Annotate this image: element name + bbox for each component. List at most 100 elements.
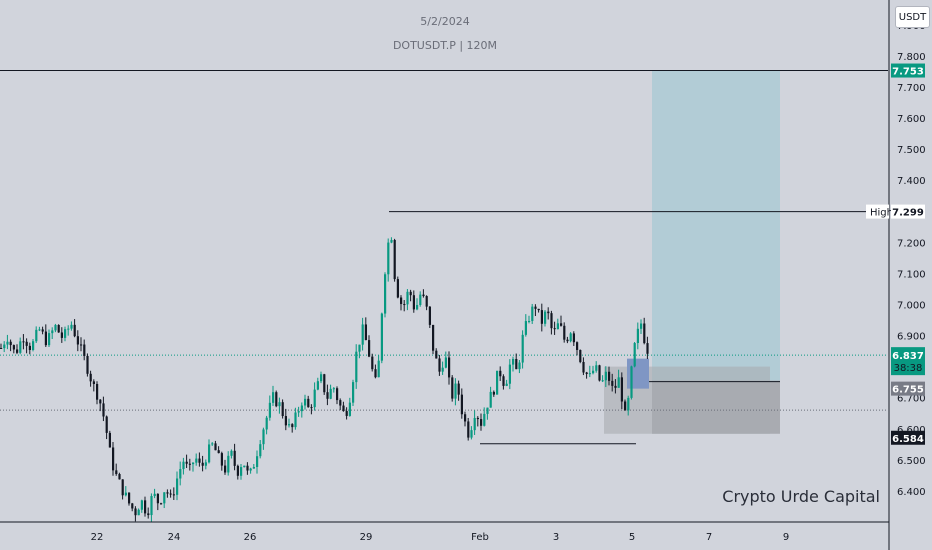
- candle[interactable]: [57, 324, 60, 333]
- candle[interactable]: [438, 355, 441, 376]
- candle[interactable]: [560, 315, 563, 327]
- candle[interactable]: [540, 303, 543, 332]
- candle[interactable]: [441, 361, 444, 375]
- candle[interactable]: [188, 458, 191, 471]
- candle[interactable]: [227, 451, 230, 476]
- candle[interactable]: [451, 375, 454, 402]
- candle[interactable]: [99, 399, 102, 412]
- candle[interactable]: [236, 464, 239, 480]
- candle[interactable]: [339, 398, 342, 411]
- candle[interactable]: [569, 332, 572, 343]
- candle[interactable]: [0, 343, 3, 350]
- candle[interactable]: [179, 461, 182, 486]
- candle[interactable]: [128, 492, 131, 506]
- candle[interactable]: [572, 331, 575, 346]
- candle[interactable]: [35, 326, 38, 344]
- candle[interactable]: [268, 395, 271, 421]
- candle[interactable]: [288, 418, 291, 428]
- candle[interactable]: [278, 397, 281, 414]
- candle[interactable]: [204, 459, 207, 470]
- candle[interactable]: [627, 395, 630, 416]
- candle[interactable]: [76, 330, 79, 352]
- candle[interactable]: [240, 463, 243, 480]
- candle[interactable]: [480, 413, 483, 431]
- candle[interactable]: [579, 349, 582, 364]
- candle[interactable]: [630, 365, 633, 400]
- candle[interactable]: [515, 353, 518, 370]
- candle[interactable]: [428, 306, 431, 329]
- candle[interactable]: [6, 334, 9, 350]
- candle[interactable]: [291, 423, 294, 433]
- candle[interactable]: [41, 326, 44, 335]
- candle[interactable]: [172, 487, 175, 500]
- candle[interactable]: [313, 382, 316, 411]
- candle[interactable]: [371, 353, 374, 372]
- candle[interactable]: [454, 378, 457, 406]
- candle[interactable]: [393, 238, 396, 282]
- candle[interactable]: [608, 366, 611, 386]
- candle[interactable]: [412, 290, 415, 313]
- candle[interactable]: [640, 319, 643, 335]
- candle[interactable]: [457, 380, 460, 401]
- candle[interactable]: [281, 399, 284, 419]
- candle[interactable]: [505, 379, 508, 387]
- candle[interactable]: [176, 471, 179, 501]
- candle[interactable]: [352, 379, 355, 406]
- candle[interactable]: [44, 324, 47, 347]
- candle[interactable]: [198, 452, 201, 467]
- candle[interactable]: [201, 455, 204, 472]
- candle[interactable]: [486, 407, 489, 420]
- candle[interactable]: [284, 408, 287, 431]
- candle[interactable]: [275, 390, 278, 408]
- candle[interactable]: [25, 338, 28, 354]
- candle[interactable]: [499, 366, 502, 382]
- candle[interactable]: [243, 465, 246, 468]
- candle[interactable]: [259, 439, 262, 459]
- candle[interactable]: [156, 493, 159, 511]
- candle[interactable]: [396, 276, 399, 299]
- candle[interactable]: [448, 351, 451, 385]
- candle[interactable]: [611, 373, 614, 392]
- candle[interactable]: [192, 462, 195, 472]
- candle[interactable]: [547, 307, 550, 320]
- candle[interactable]: [166, 489, 169, 498]
- candle[interactable]: [544, 309, 547, 327]
- candle[interactable]: [531, 303, 534, 324]
- candle[interactable]: [476, 416, 479, 427]
- candle[interactable]: [553, 321, 556, 335]
- candle[interactable]: [304, 394, 307, 410]
- price-axis[interactable]: [889, 0, 932, 550]
- candle[interactable]: [585, 371, 588, 379]
- candle[interactable]: [137, 508, 140, 516]
- candle[interactable]: [422, 289, 425, 298]
- candle[interactable]: [121, 479, 124, 500]
- candle[interactable]: [80, 337, 83, 352]
- candle[interactable]: [473, 410, 476, 435]
- candle[interactable]: [489, 386, 492, 408]
- candle[interactable]: [83, 339, 86, 361]
- candle[interactable]: [332, 387, 335, 393]
- candle[interactable]: [464, 411, 467, 427]
- candle[interactable]: [598, 364, 601, 382]
- candle[interactable]: [646, 336, 649, 359]
- candle[interactable]: [563, 322, 566, 343]
- candle[interactable]: [390, 237, 393, 244]
- candle[interactable]: [467, 417, 470, 441]
- candle[interactable]: [582, 357, 585, 376]
- candle[interactable]: [230, 449, 233, 459]
- candle[interactable]: [153, 488, 156, 499]
- candle[interactable]: [92, 379, 95, 392]
- candle[interactable]: [169, 489, 172, 498]
- candle[interactable]: [233, 443, 236, 471]
- candle[interactable]: [16, 344, 19, 355]
- candle[interactable]: [320, 371, 323, 384]
- candle[interactable]: [592, 365, 595, 375]
- candle[interactable]: [246, 462, 249, 475]
- candle[interactable]: [73, 319, 76, 338]
- candle[interactable]: [361, 317, 364, 351]
- candle[interactable]: [406, 289, 409, 311]
- candle[interactable]: [518, 360, 521, 374]
